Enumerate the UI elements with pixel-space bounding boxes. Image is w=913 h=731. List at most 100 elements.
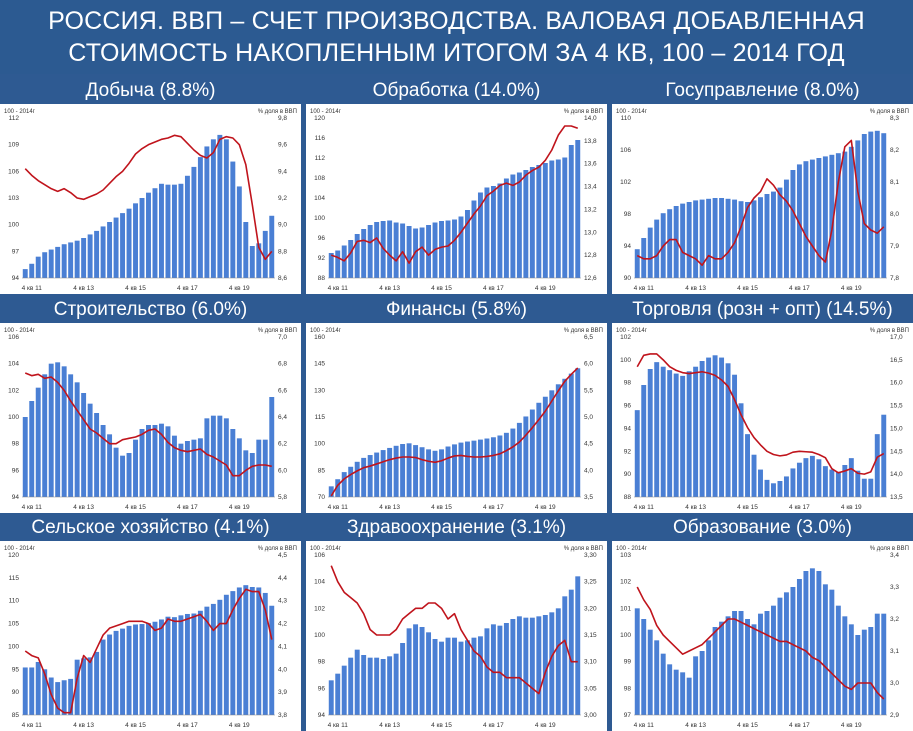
index-bar xyxy=(74,382,80,497)
chart-title: Сельское хозяйство (4.1%) xyxy=(31,517,270,538)
index-bar xyxy=(210,603,216,715)
right-axis-unit-label: % доля в ВВП xyxy=(564,109,603,115)
chart-title: Строительство (6.0%) xyxy=(53,299,248,320)
index-bar xyxy=(835,153,841,278)
left-tick-label: 112 xyxy=(9,115,20,122)
index-bar xyxy=(771,483,776,497)
index-bar xyxy=(87,657,93,715)
index-bar xyxy=(503,432,509,497)
right-tick-label: 9,4 xyxy=(278,168,287,175)
right-tick-label: 6,0 xyxy=(584,361,593,368)
index-bar xyxy=(549,160,555,278)
index-bar xyxy=(184,175,190,278)
index-bar xyxy=(575,140,581,278)
chart-svg-healthcare: 100 - 2014г % доля в ВВП 94 96 98 100 102 104 10… xyxy=(310,546,603,729)
index-bar xyxy=(477,636,483,715)
right-tick-label: 3,30 xyxy=(584,552,597,559)
index-bar xyxy=(165,426,171,497)
index-bar xyxy=(374,657,380,715)
index-bar xyxy=(61,680,67,715)
index-bar xyxy=(452,219,457,278)
index-bar xyxy=(380,221,386,278)
index-bar xyxy=(113,217,119,278)
right-tick-label: 13,8 xyxy=(584,138,597,145)
index-bar xyxy=(223,594,229,715)
page-title-line-1: РОССИЯ. ВВП – СЧЕТ ПРОИЗВОДСТВА. ВАЛОВАЯ… xyxy=(48,7,865,35)
left-tick-label: 98 xyxy=(624,380,632,387)
index-bar xyxy=(432,639,438,715)
index-bar xyxy=(120,213,126,278)
index-bar xyxy=(654,640,660,715)
index-bar xyxy=(738,611,744,715)
x-tick-label: 4 кв 15 xyxy=(431,285,452,292)
index-bar xyxy=(771,605,776,715)
chart-cell-education: Образование (3.0%) 100 - 2014г % доля в В… xyxy=(612,513,913,731)
index-bar xyxy=(523,617,529,715)
index-bar xyxy=(249,246,255,278)
right-tick-label: 2,9 xyxy=(890,712,899,719)
left-tick-label: 85 xyxy=(12,712,20,719)
index-bar xyxy=(204,606,210,715)
index-bar xyxy=(341,665,347,715)
index-bar xyxy=(100,639,106,715)
left-tick-label: 109 xyxy=(8,142,19,149)
left-tick-label: 97 xyxy=(624,712,632,719)
left-tick-label: 102 xyxy=(314,605,325,612)
index-bar xyxy=(673,373,679,497)
left-axis-unit-label: 100 - 2014г xyxy=(616,546,648,552)
index-bar xyxy=(693,200,699,278)
index-bar xyxy=(874,130,880,278)
index-bar xyxy=(542,163,548,278)
index-bar xyxy=(406,226,412,278)
gdp-share-line xyxy=(330,565,578,695)
index-bar xyxy=(822,156,828,278)
index-bar xyxy=(380,450,386,497)
left-tick-label: 70 xyxy=(318,494,326,501)
index-bar xyxy=(732,199,738,278)
index-bar xyxy=(94,651,100,715)
right-tick-label: 14,5 xyxy=(890,448,903,455)
chart-panel: 100 - 2014г % доля в ВВП 97 98 99 100 101 102 10… xyxy=(612,541,913,731)
left-axis-unit-label: 100 - 2014г xyxy=(310,109,342,115)
index-bar xyxy=(490,437,496,497)
right-tick-label: 5,5 xyxy=(584,387,593,394)
index-bar xyxy=(458,216,464,278)
index-bar xyxy=(406,628,412,715)
chart-panel: 100 - 2014г % доля в ВВП 94 96 98 100 102 104 10… xyxy=(0,323,301,513)
left-tick-label: 92 xyxy=(318,255,326,262)
index-bar xyxy=(178,183,184,278)
index-bar xyxy=(335,673,341,715)
index-bar xyxy=(159,183,164,278)
index-bar xyxy=(706,640,712,715)
index-bar xyxy=(706,198,712,278)
index-bar xyxy=(426,449,432,497)
right-tick-label: 8,8 xyxy=(278,248,287,255)
index-bar xyxy=(171,435,177,497)
left-tick-label: 88 xyxy=(624,494,632,501)
index-bar xyxy=(822,466,828,497)
index-bar xyxy=(848,146,854,278)
left-tick-label: 115 xyxy=(9,575,20,582)
index-bar xyxy=(465,210,470,278)
index-bar xyxy=(159,619,164,715)
index-bar xyxy=(217,599,223,715)
index-bar xyxy=(549,612,555,715)
index-bar xyxy=(197,438,203,497)
left-tick-label: 104 xyxy=(314,579,325,586)
index-bar xyxy=(445,220,451,278)
right-tick-label: 7,8 xyxy=(890,275,899,282)
index-bar xyxy=(439,449,444,497)
left-tick-label: 100 xyxy=(620,357,631,364)
index-bar xyxy=(269,397,275,497)
index-bar xyxy=(120,455,126,497)
index-bar xyxy=(732,374,738,497)
index-bar xyxy=(529,167,535,278)
left-tick-label: 115 xyxy=(315,414,326,421)
index-bar xyxy=(660,653,666,715)
index-bar xyxy=(439,641,444,715)
left-axis-unit-label: 100 - 2014г xyxy=(4,546,36,552)
index-bar xyxy=(197,610,203,715)
chart-svg-government: 100 - 2014г % доля в ВВП 90 94 98 102 106 110 7,… xyxy=(616,109,909,292)
index-bar xyxy=(367,455,373,497)
index-bar xyxy=(262,230,268,278)
